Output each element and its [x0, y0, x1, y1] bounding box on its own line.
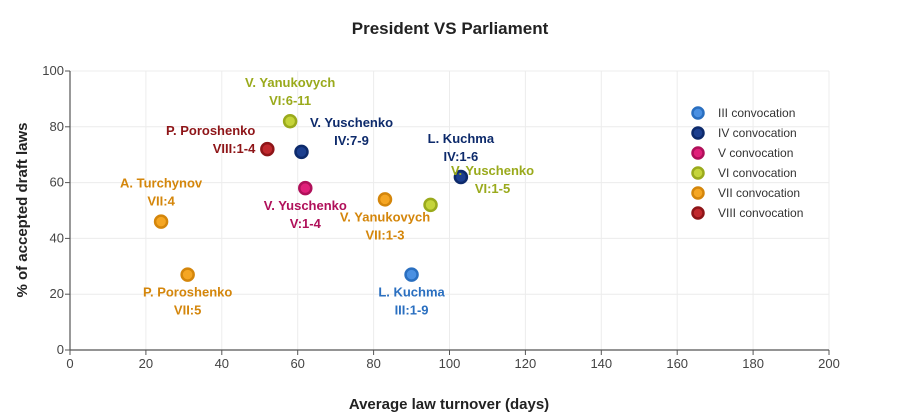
legend-label: VI convocation [718, 166, 797, 180]
data-point-label: VIII:1-4 [213, 141, 256, 156]
data-point [260, 141, 275, 157]
data-point-label: V. Yuschenko [451, 163, 534, 178]
legend-marker [691, 126, 705, 140]
y-axis-ticks: 0 20 40 60 80 100 [42, 63, 70, 357]
x-tick-label: 20 [139, 356, 153, 371]
data-point-label: V. Yuschenko [264, 198, 347, 213]
x-tick-label: 100 [439, 356, 461, 371]
legend-label: VII convocation [718, 186, 800, 200]
y-axis-title: % of accepted draft laws [14, 122, 31, 297]
y-tick-label: 20 [50, 286, 64, 301]
data-point-label: P. Poroshenko [143, 285, 232, 300]
data-point-label: VI:6-11 [269, 93, 311, 108]
data-point [404, 267, 419, 282]
data-point-label: V. Yanukovych [340, 209, 430, 224]
data-point-label: VII:4 [147, 194, 175, 209]
data-point-label: V. Yuschenko [310, 115, 393, 130]
x-tick-label: 0 [66, 356, 73, 371]
data-point [453, 169, 469, 185]
x-tick-label: 140 [590, 356, 612, 371]
data-point-label: IV:7-9 [334, 133, 369, 148]
data-point [423, 197, 438, 213]
x-tick-label: 200 [818, 356, 840, 371]
x-tick-label: 80 [366, 356, 380, 371]
legend-label: VIII convocation [718, 206, 803, 220]
data-point-label: VI:1-5 [475, 181, 510, 196]
chart-title: President VS Parliament [352, 19, 549, 38]
x-axis-title: Average law turnover (days) [349, 396, 549, 413]
data-point-label: VII:5 [174, 303, 201, 318]
data-point [153, 214, 169, 229]
x-tick-label: 120 [515, 356, 537, 371]
legend-marker [691, 106, 705, 120]
y-tick-label: 40 [50, 230, 64, 245]
data-point-label: IV:1-6 [444, 149, 479, 164]
data-point [298, 180, 313, 196]
data-point-label: VII:1-3 [365, 227, 404, 242]
data-point [282, 113, 298, 129]
legend-label: V convocation [718, 146, 793, 160]
legend-label: III convocation [718, 106, 795, 120]
grid-lines [70, 70, 830, 350]
data-point-label: L. Kuchma [428, 131, 495, 146]
x-axis-ticks: 0 20 40 60 80 100 120 140 160 180 200 [66, 350, 840, 371]
data-point [180, 267, 195, 282]
y-tick-label: 0 [57, 342, 64, 357]
x-tick-label: 180 [742, 356, 764, 371]
data-point-label: L. Kuchma [378, 285, 445, 300]
data-point-label: A. Turchynov [120, 176, 203, 191]
data-point-label: V. Yanukovych [245, 75, 335, 90]
legend-label: IV convocation [718, 126, 797, 140]
legend: III convocation IV convocation V convocati… [691, 106, 803, 220]
legend-marker [691, 206, 705, 220]
y-tick-label: 80 [50, 119, 64, 134]
x-tick-label: 40 [215, 356, 229, 371]
data-point [377, 192, 393, 207]
data-point-label: P. Poroshenko [166, 123, 255, 138]
legend-marker [691, 166, 705, 180]
y-tick-label: 100 [42, 63, 64, 78]
data-points: L. Kuchma III:1-9 V. Yuschenko IV:7-9 L. Kuc… [120, 75, 534, 317]
y-tick-label: 60 [50, 175, 64, 190]
data-point-label: III:1-9 [395, 303, 429, 318]
legend-marker [691, 146, 705, 160]
x-tick-label: 160 [666, 356, 688, 371]
data-point-label: V:1-4 [290, 216, 322, 231]
legend-marker [691, 186, 705, 200]
data-point [294, 144, 309, 160]
x-tick-label: 60 [290, 356, 304, 371]
